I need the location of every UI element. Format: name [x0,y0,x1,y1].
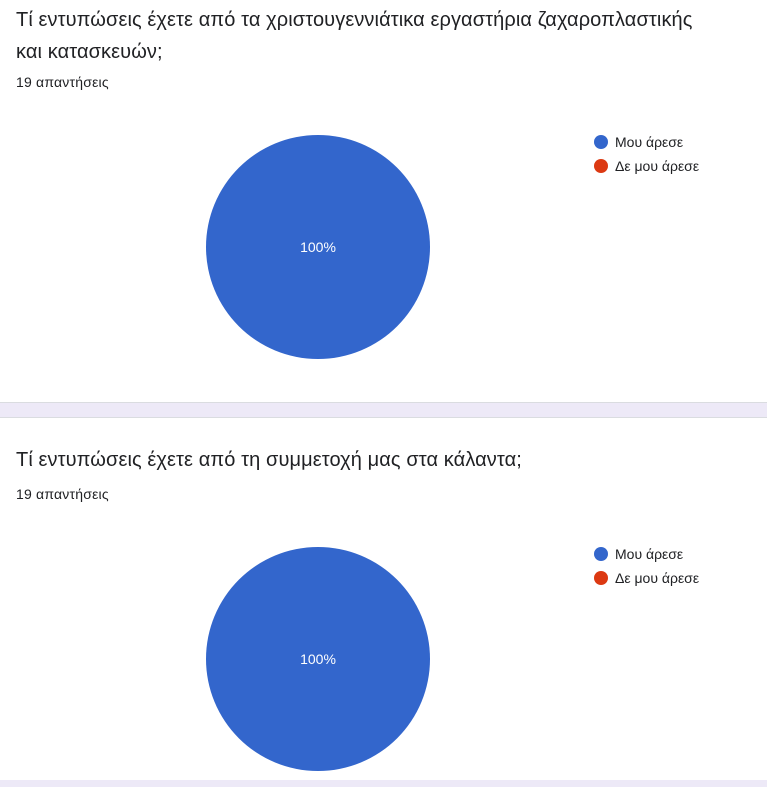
card-separator [0,780,767,787]
question-title: Τί εντυπώσεις έχετε από τα χριστουγεννιά… [16,4,756,68]
chart-legend: Μου άρεσε Δε μου άρεσε [594,542,699,590]
question-title-line1: Τί εντυπώσεις έχετε από τα χριστουγεννιά… [16,9,693,31]
pie-slice-label: 100% [300,239,336,255]
legend-item-liked[interactable]: Μου άρεσε [594,130,699,154]
pie-chart[interactable]: 100% [206,547,430,771]
card-separator [0,403,767,418]
legend-dot-red-icon [594,571,608,585]
pie-slice-label: 100% [300,651,336,667]
legend-item-disliked[interactable]: Δε μου άρεσε [594,154,699,178]
question-title-line2: και κατασκευών; [16,41,163,63]
response-count: 19 απαντήσεις [16,74,109,90]
legend-dot-red-icon [594,159,608,173]
legend-label: Δε μου άρεσε [615,570,700,586]
legend-item-liked[interactable]: Μου άρεσε [594,542,699,566]
legend-item-disliked[interactable]: Δε μου άρεσε [594,566,699,590]
legend-dot-blue-icon [594,547,608,561]
question-card-1: Τί εντυπώσεις έχετε από τα χριστουγεννιά… [0,4,767,403]
question-card-2: Τί εντυπώσεις έχετε από τη συμμετοχή μας… [0,418,767,780]
legend-label: Δε μου άρεσε [615,158,700,174]
response-count: 19 απαντήσεις [16,486,109,502]
legend-label: Μου άρεσε [615,134,684,150]
question-title: Τί εντυπώσεις έχετε από τη συμμετοχή μας… [16,444,756,476]
pie-chart[interactable]: 100% [206,135,430,359]
chart-legend: Μου άρεσε Δε μου άρεσε [594,130,699,178]
legend-label: Μου άρεσε [615,546,684,562]
legend-dot-blue-icon [594,135,608,149]
question-title-line1: Τί εντυπώσεις έχετε από τη συμμετοχή μας… [16,449,522,471]
